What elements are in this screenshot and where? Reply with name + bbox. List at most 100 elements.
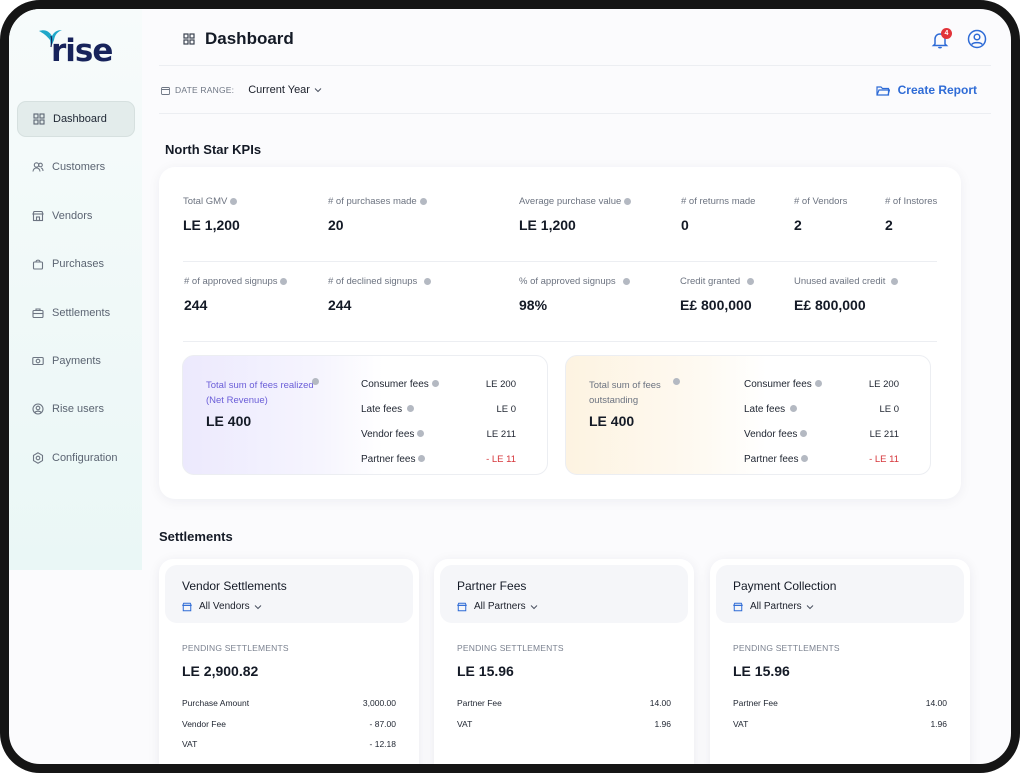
info-icon[interactable] xyxy=(800,430,808,437)
row-value: 3,000.00 xyxy=(362,698,396,709)
card-header: Partner Fees All Partners xyxy=(440,565,688,623)
sidebar-nav: Dashboard Customers Vendors Purchases Se… xyxy=(17,101,135,488)
info-icon[interactable] xyxy=(790,405,798,412)
sidebar-item-vendors[interactable]: Vendors xyxy=(17,198,135,234)
kpi-total-gmv: Total GMV LE 1,200 xyxy=(183,196,240,233)
info-icon[interactable] xyxy=(673,378,680,385)
card-title: Partner Fees xyxy=(457,579,527,593)
settlement-breakdown: Partner Fee 14.00 VAT 1.96 xyxy=(733,693,947,734)
kpi-value: LE 1,200 xyxy=(519,217,576,233)
info-icon[interactable] xyxy=(407,405,415,412)
bird-logo-icon xyxy=(39,30,62,48)
fee-value: LE 200 xyxy=(868,379,899,390)
kpi-label: # of approved signups xyxy=(184,276,278,287)
fees-outstanding-title: Total sum of fees outstanding xyxy=(589,380,661,406)
bag-icon xyxy=(32,259,44,270)
sidebar-item-customers[interactable]: Customers xyxy=(17,149,135,185)
create-report-button[interactable]: Create Report xyxy=(876,83,977,97)
partner-filter-dropdown[interactable]: All Partners xyxy=(733,601,821,612)
info-icon[interactable] xyxy=(418,455,426,462)
info-icon[interactable] xyxy=(419,198,427,205)
cash-icon xyxy=(32,356,44,366)
sidebar-item-payments[interactable]: Payments xyxy=(17,343,135,379)
pending-label: PENDING SETTLEMENTS xyxy=(457,643,564,653)
kpi-value: 2 xyxy=(885,217,893,233)
create-report-label: Create Report xyxy=(897,83,977,97)
kpi-approved-signups-percent: % of approved signups 98% xyxy=(519,276,630,313)
date-range-value: Current Year xyxy=(248,84,310,96)
info-icon[interactable] xyxy=(622,278,630,285)
kpi-value: 244 xyxy=(184,297,208,313)
fee-value: - LE 11 xyxy=(869,454,899,465)
fee-label: Partner fees xyxy=(361,454,416,465)
info-icon[interactable] xyxy=(801,455,809,462)
sidebar-item-label: Configuration xyxy=(52,451,118,464)
filter-value: All Partners xyxy=(474,601,526,612)
kpi-divider xyxy=(183,261,937,262)
list-item: Purchase Amount 3,000.00 xyxy=(182,693,396,714)
info-icon[interactable] xyxy=(312,378,319,385)
kpi-label: # of Instores xyxy=(885,196,938,207)
info-icon[interactable] xyxy=(417,430,425,437)
filter-value: All Vendors xyxy=(199,601,250,612)
card-header: Vendor Settlements All Vendors xyxy=(165,565,413,623)
fee-row-partner: Partner fees - LE 11 xyxy=(361,447,516,472)
row-label: VAT xyxy=(457,718,473,729)
kpi-vendors: # of Vendors 2 xyxy=(794,196,847,233)
card-title: Vendor Settlements xyxy=(182,579,287,593)
chevron-down-icon xyxy=(806,604,814,609)
row-value: 14.00 xyxy=(925,698,947,709)
fee-value: LE 0 xyxy=(496,404,516,415)
info-icon[interactable] xyxy=(280,278,288,285)
sidebar-item-dashboard[interactable]: Dashboard xyxy=(17,101,135,137)
kpi-label: Total GMV xyxy=(183,196,228,207)
vendor-filter-dropdown[interactable]: All Vendors xyxy=(182,601,269,612)
fees-realized-card: Total sum of fees realized (Net Revenue)… xyxy=(182,355,548,475)
fee-value: LE 211 xyxy=(486,429,516,440)
sidebar-item-label: Payments xyxy=(52,354,101,367)
sidebar-item-settlements[interactable]: Settlements xyxy=(17,295,135,331)
list-item: Partner Fee 14.00 xyxy=(733,693,947,714)
kpi-credit-granted: Credit granted E£ 800,000 xyxy=(680,276,755,313)
bell-icon[interactable] xyxy=(931,31,949,49)
date-range-filter[interactable]: DATE RANGE: Current Year xyxy=(161,84,322,96)
users-icon xyxy=(32,162,44,172)
row-value: - 12.18 xyxy=(369,739,396,750)
pending-amount: LE 2,900.82 xyxy=(182,663,259,679)
kpi-value: 244 xyxy=(328,297,352,313)
rise-logo[interactable]: rise xyxy=(37,27,117,71)
page-title: Dashboard xyxy=(183,29,294,49)
sidebar-item-label: Customers xyxy=(52,161,106,174)
row-value: 1.96 xyxy=(654,718,671,729)
fee-row-consumer: Consumer fees LE 200 xyxy=(744,372,899,397)
info-icon[interactable] xyxy=(624,198,632,205)
kpi-value: 0 xyxy=(681,217,689,233)
sidebar-item-rise-users[interactable]: Rise users xyxy=(17,391,135,427)
fee-row-vendor: Vendor fees LE 211 xyxy=(744,422,899,447)
sidebar-item-configuration[interactable]: Configuration xyxy=(17,440,135,476)
info-icon[interactable] xyxy=(814,380,822,387)
info-icon[interactable] xyxy=(424,278,432,285)
filter-toolbar: DATE RANGE: Current Year Create Report xyxy=(159,66,991,114)
info-icon[interactable] xyxy=(891,278,899,285)
sidebar-item-label: Dashboard xyxy=(53,113,107,125)
partner-filter-dropdown[interactable]: All Partners xyxy=(457,601,545,612)
user-profile-icon[interactable] xyxy=(967,29,987,49)
kpi-purchases-made: # of purchases made 20 xyxy=(328,196,427,233)
kpi-label: # of purchases made xyxy=(328,196,417,207)
user-gear-icon xyxy=(32,403,44,415)
info-icon[interactable] xyxy=(230,198,238,205)
kpi-label: Credit granted xyxy=(680,276,741,287)
kpi-value: 98% xyxy=(519,297,548,313)
pending-amount: LE 15.96 xyxy=(733,663,790,679)
card-header: Payment Collection All Partners xyxy=(716,565,964,623)
grid-icon xyxy=(183,33,195,45)
kpi-value: E£ 800,000 xyxy=(794,297,866,313)
fee-row-late: Late fees LE 0 xyxy=(744,397,899,422)
fee-label: Late fees xyxy=(744,404,786,415)
fee-value: LE 200 xyxy=(485,379,516,390)
app-screen: rise Dashboard Customers Vendors Purchas… xyxy=(9,9,1011,764)
sidebar-item-purchases[interactable]: Purchases xyxy=(17,246,135,282)
info-icon[interactable] xyxy=(431,380,439,387)
info-icon[interactable] xyxy=(747,278,755,285)
